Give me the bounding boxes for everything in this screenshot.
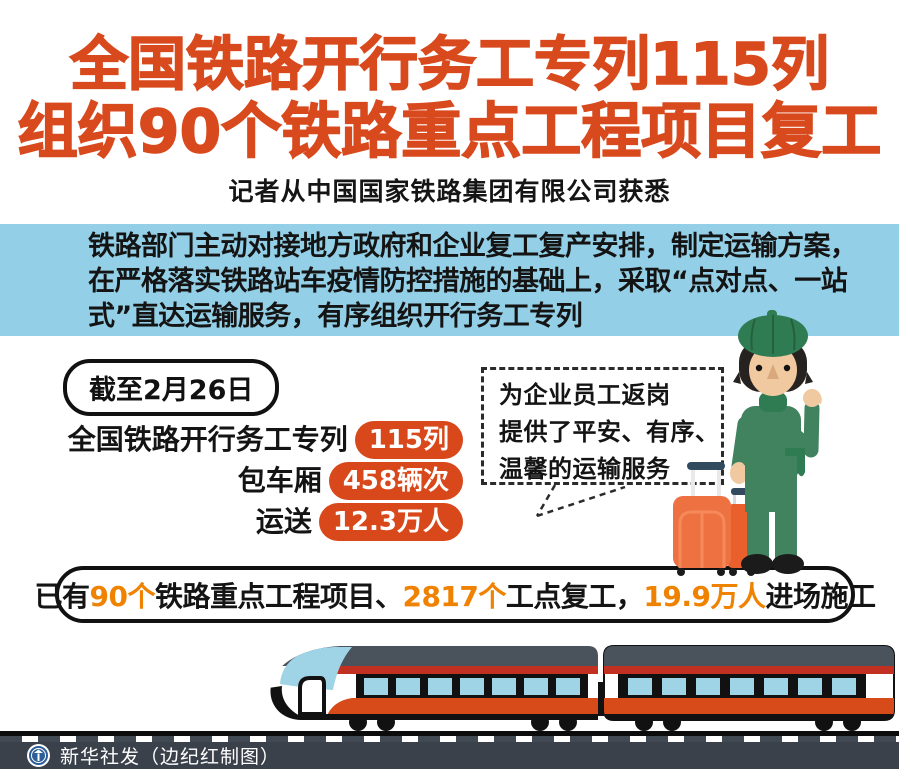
suitcase-handle [687, 462, 725, 498]
train-door [298, 676, 326, 716]
date-badge: 截至2月26日 [63, 359, 280, 416]
worker-illustration [673, 310, 822, 576]
eye [755, 364, 763, 372]
bottom-bar-number: 90个 [89, 579, 155, 613]
stat-value-pill: 115列 [354, 421, 463, 459]
footer-bar: 新华社发（边纪红制图） [0, 742, 899, 769]
stat-row: 全国铁路开行务工专列 115列 [60, 421, 463, 459]
track-rail [0, 731, 899, 736]
train-head-car [270, 646, 598, 720]
train-illustration [270, 645, 895, 731]
stat-row: 运送 12.3万人 [60, 503, 463, 541]
stat-row: 包车厢 458辆次 [60, 462, 463, 500]
xinhua-emblem-icon [27, 744, 50, 767]
speech-bubble-tail [535, 484, 626, 518]
stat-label: 包车厢 [237, 464, 322, 497]
track-ties [0, 736, 899, 742]
subtitle: 记者从中国国家铁路集团有限公司获悉 [228, 177, 671, 206]
headline-line1: 全国铁路开行务工专列115列 [69, 30, 830, 98]
bottom-bar-text: 已有90个铁路重点工程项目、2817个工点复工，19.9万人进场施工 [34, 575, 877, 615]
bottom-stat-bar: 已有90个铁路重点工程项目、2817个工点复工，19.9万人进场施工 [34, 566, 876, 623]
bottom-bar-segment: 已有 [34, 579, 90, 613]
bottom-bar-segment: 工点复工， [505, 579, 644, 613]
intro-banner-text: 铁路部门主动对接地方政府和企业复工复产安排，制定运输方案， 在严格落实铁路站车疫… [88, 231, 857, 332]
bottom-bar-number: 19.9万人 [643, 579, 766, 613]
stat-value-pill: 458辆次 [328, 462, 463, 500]
intro-banner: 铁路部门主动对接地方政府和企业复工复产安排，制定运输方案， 在严格落实铁路站车疫… [0, 224, 899, 336]
stat-label: 全国铁路开行务工专列 [67, 423, 348, 456]
footer-credit: 新华社发（边纪红制图） [60, 746, 281, 768]
suitcase-large [673, 496, 731, 576]
headline-line2: 组织90个铁路重点工程项目复工 [17, 97, 882, 167]
train-windshield [280, 647, 352, 690]
nose [767, 364, 779, 379]
eye [783, 364, 791, 372]
stat-value-pill: 12.3万人 [318, 503, 463, 541]
stats-rows: 全国铁路开行务工专列 115列 包车厢 458辆次 运送 12.3万人 [60, 421, 463, 544]
bottom-bar-number: 2817个 [402, 579, 506, 613]
train-trailing-car [603, 645, 895, 721]
worker [730, 310, 822, 574]
speech-bubble: 为企业员工返岗 提供了平安、有序、 温馨的运输服务 [481, 367, 724, 485]
bottom-bar-segment: 铁路重点工程项目、 [154, 579, 403, 613]
bottom-bar-segment: 进场施工 [765, 579, 877, 613]
stat-label: 运送 [255, 505, 312, 538]
